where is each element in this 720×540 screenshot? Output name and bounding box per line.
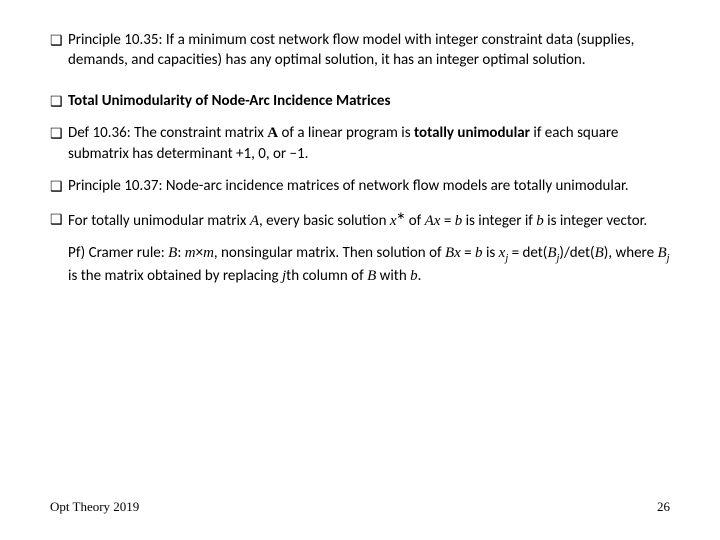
proof-cramer: Pf) Cramer rule: B: m×m, nonsingular mat… (68, 243, 670, 286)
principle-10-37: Principle 10.37: Node-arc incidence matr… (68, 176, 670, 196)
bullet-icon: ❑ (50, 211, 68, 230)
footer-left: Opt Theory 2019 (50, 499, 139, 515)
bullet-icon: ❑ (50, 93, 68, 112)
bullet-icon: ❑ (50, 32, 68, 51)
bullet-icon: ❑ (50, 178, 68, 197)
basic-solution-statement: For totally unimodular matrix A, every b… (68, 209, 670, 231)
principle-10-35: Principle 10.35: If a minimum cost netwo… (68, 30, 670, 71)
heading-total-unimodularity: Total Unimodularity of Node-Arc Incidenc… (68, 91, 670, 111)
footer-page-number: 26 (657, 499, 670, 515)
bullet-icon: ❑ (50, 125, 68, 144)
def-10-36: Def 10.36: The constraint matrix A of a … (68, 123, 670, 164)
